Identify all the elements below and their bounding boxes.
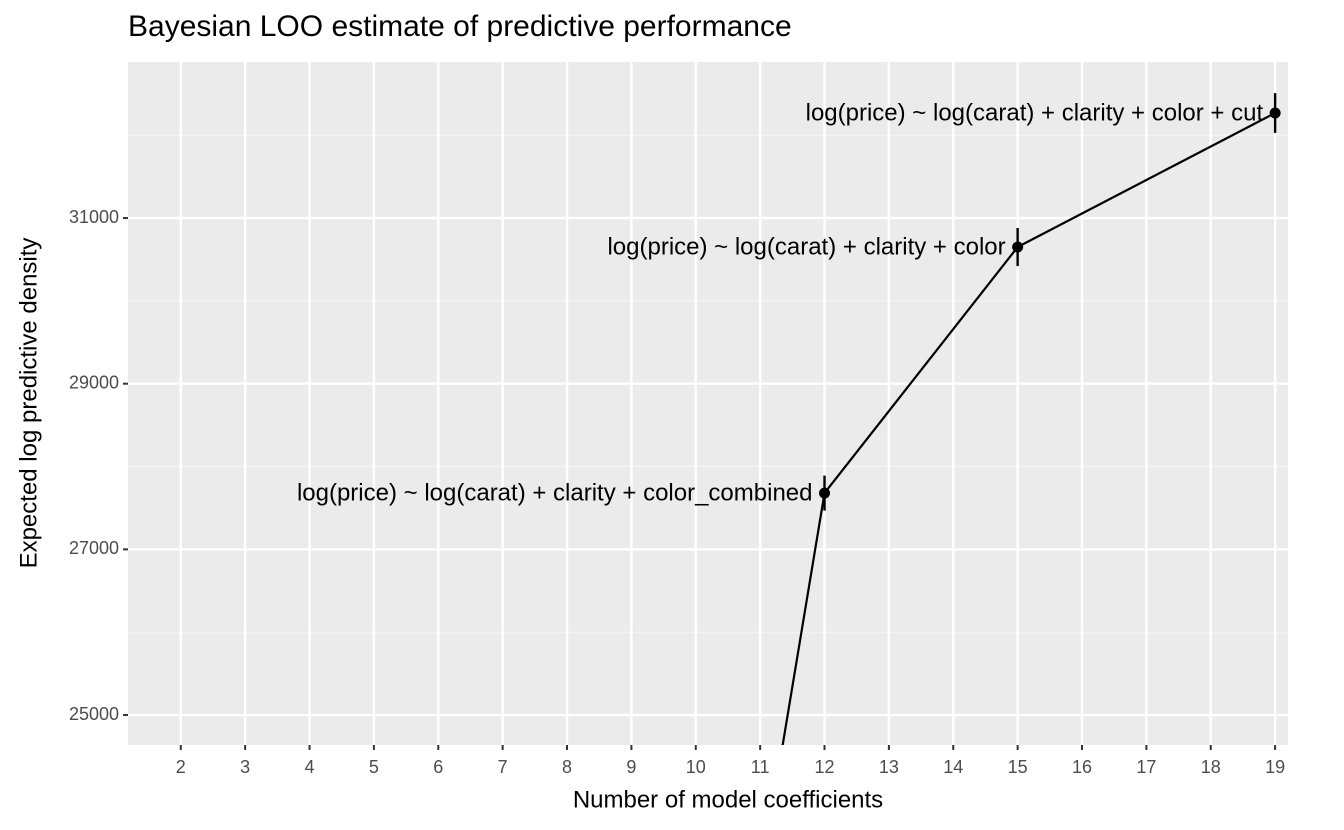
x-tick-label: 5	[369, 757, 379, 777]
x-tick-label: 15	[1008, 757, 1028, 777]
y-tick-label: 29000	[69, 372, 119, 392]
panel	[128, 62, 1288, 745]
x-axis-title: Number of model coefficients	[573, 786, 883, 813]
point-label: log(price) ~ log(carat) + clarity + colo…	[806, 99, 1264, 126]
x-tick-label: 3	[240, 757, 250, 777]
y-axis-title: Expected log predictive density	[15, 238, 42, 569]
y-tick-label: 31000	[69, 207, 119, 227]
x-tick-label: 18	[1201, 757, 1221, 777]
x-tick-label: 9	[626, 757, 636, 777]
point	[1269, 107, 1281, 119]
point	[819, 487, 831, 499]
x-tick-label: 7	[498, 757, 508, 777]
x-tick-label: 10	[686, 757, 706, 777]
x-tick-label: 14	[943, 757, 963, 777]
x-tick-label: 11	[751, 757, 770, 777]
point-label: log(price) ~ log(carat) + clarity + colo…	[607, 233, 1005, 260]
y-tick-label: 27000	[69, 538, 119, 558]
line	[781, 112, 1276, 745]
x-tick-label: 6	[433, 757, 443, 777]
x-tick-label: 16	[1072, 757, 1092, 777]
x-tick-label: 13	[879, 757, 899, 777]
grid: 25000 27000 29000 31000 2 3 4 5 6 7 8 9 10 11 12 13 14 15…	[69, 62, 1288, 777]
x-tick-label: 4	[305, 757, 315, 777]
y-tick-label: 25000	[69, 704, 119, 724]
labels: log(price) ~ log(carat) + clarity + colo…	[297, 99, 1264, 506]
point	[1012, 241, 1024, 253]
x-tick-label: 8	[562, 757, 572, 777]
point-label: log(price) ~ log(carat) + clarity + colo…	[297, 479, 813, 506]
chart-title: Bayesian LOO estimate of predictive perf…	[128, 10, 792, 43]
x-tick-label: 19	[1265, 757, 1285, 777]
x-tick-label: 2	[176, 757, 186, 777]
x-tick-label: 12	[814, 757, 834, 777]
marks	[781, 93, 1281, 745]
x-tick-label: 17	[1136, 757, 1156, 777]
